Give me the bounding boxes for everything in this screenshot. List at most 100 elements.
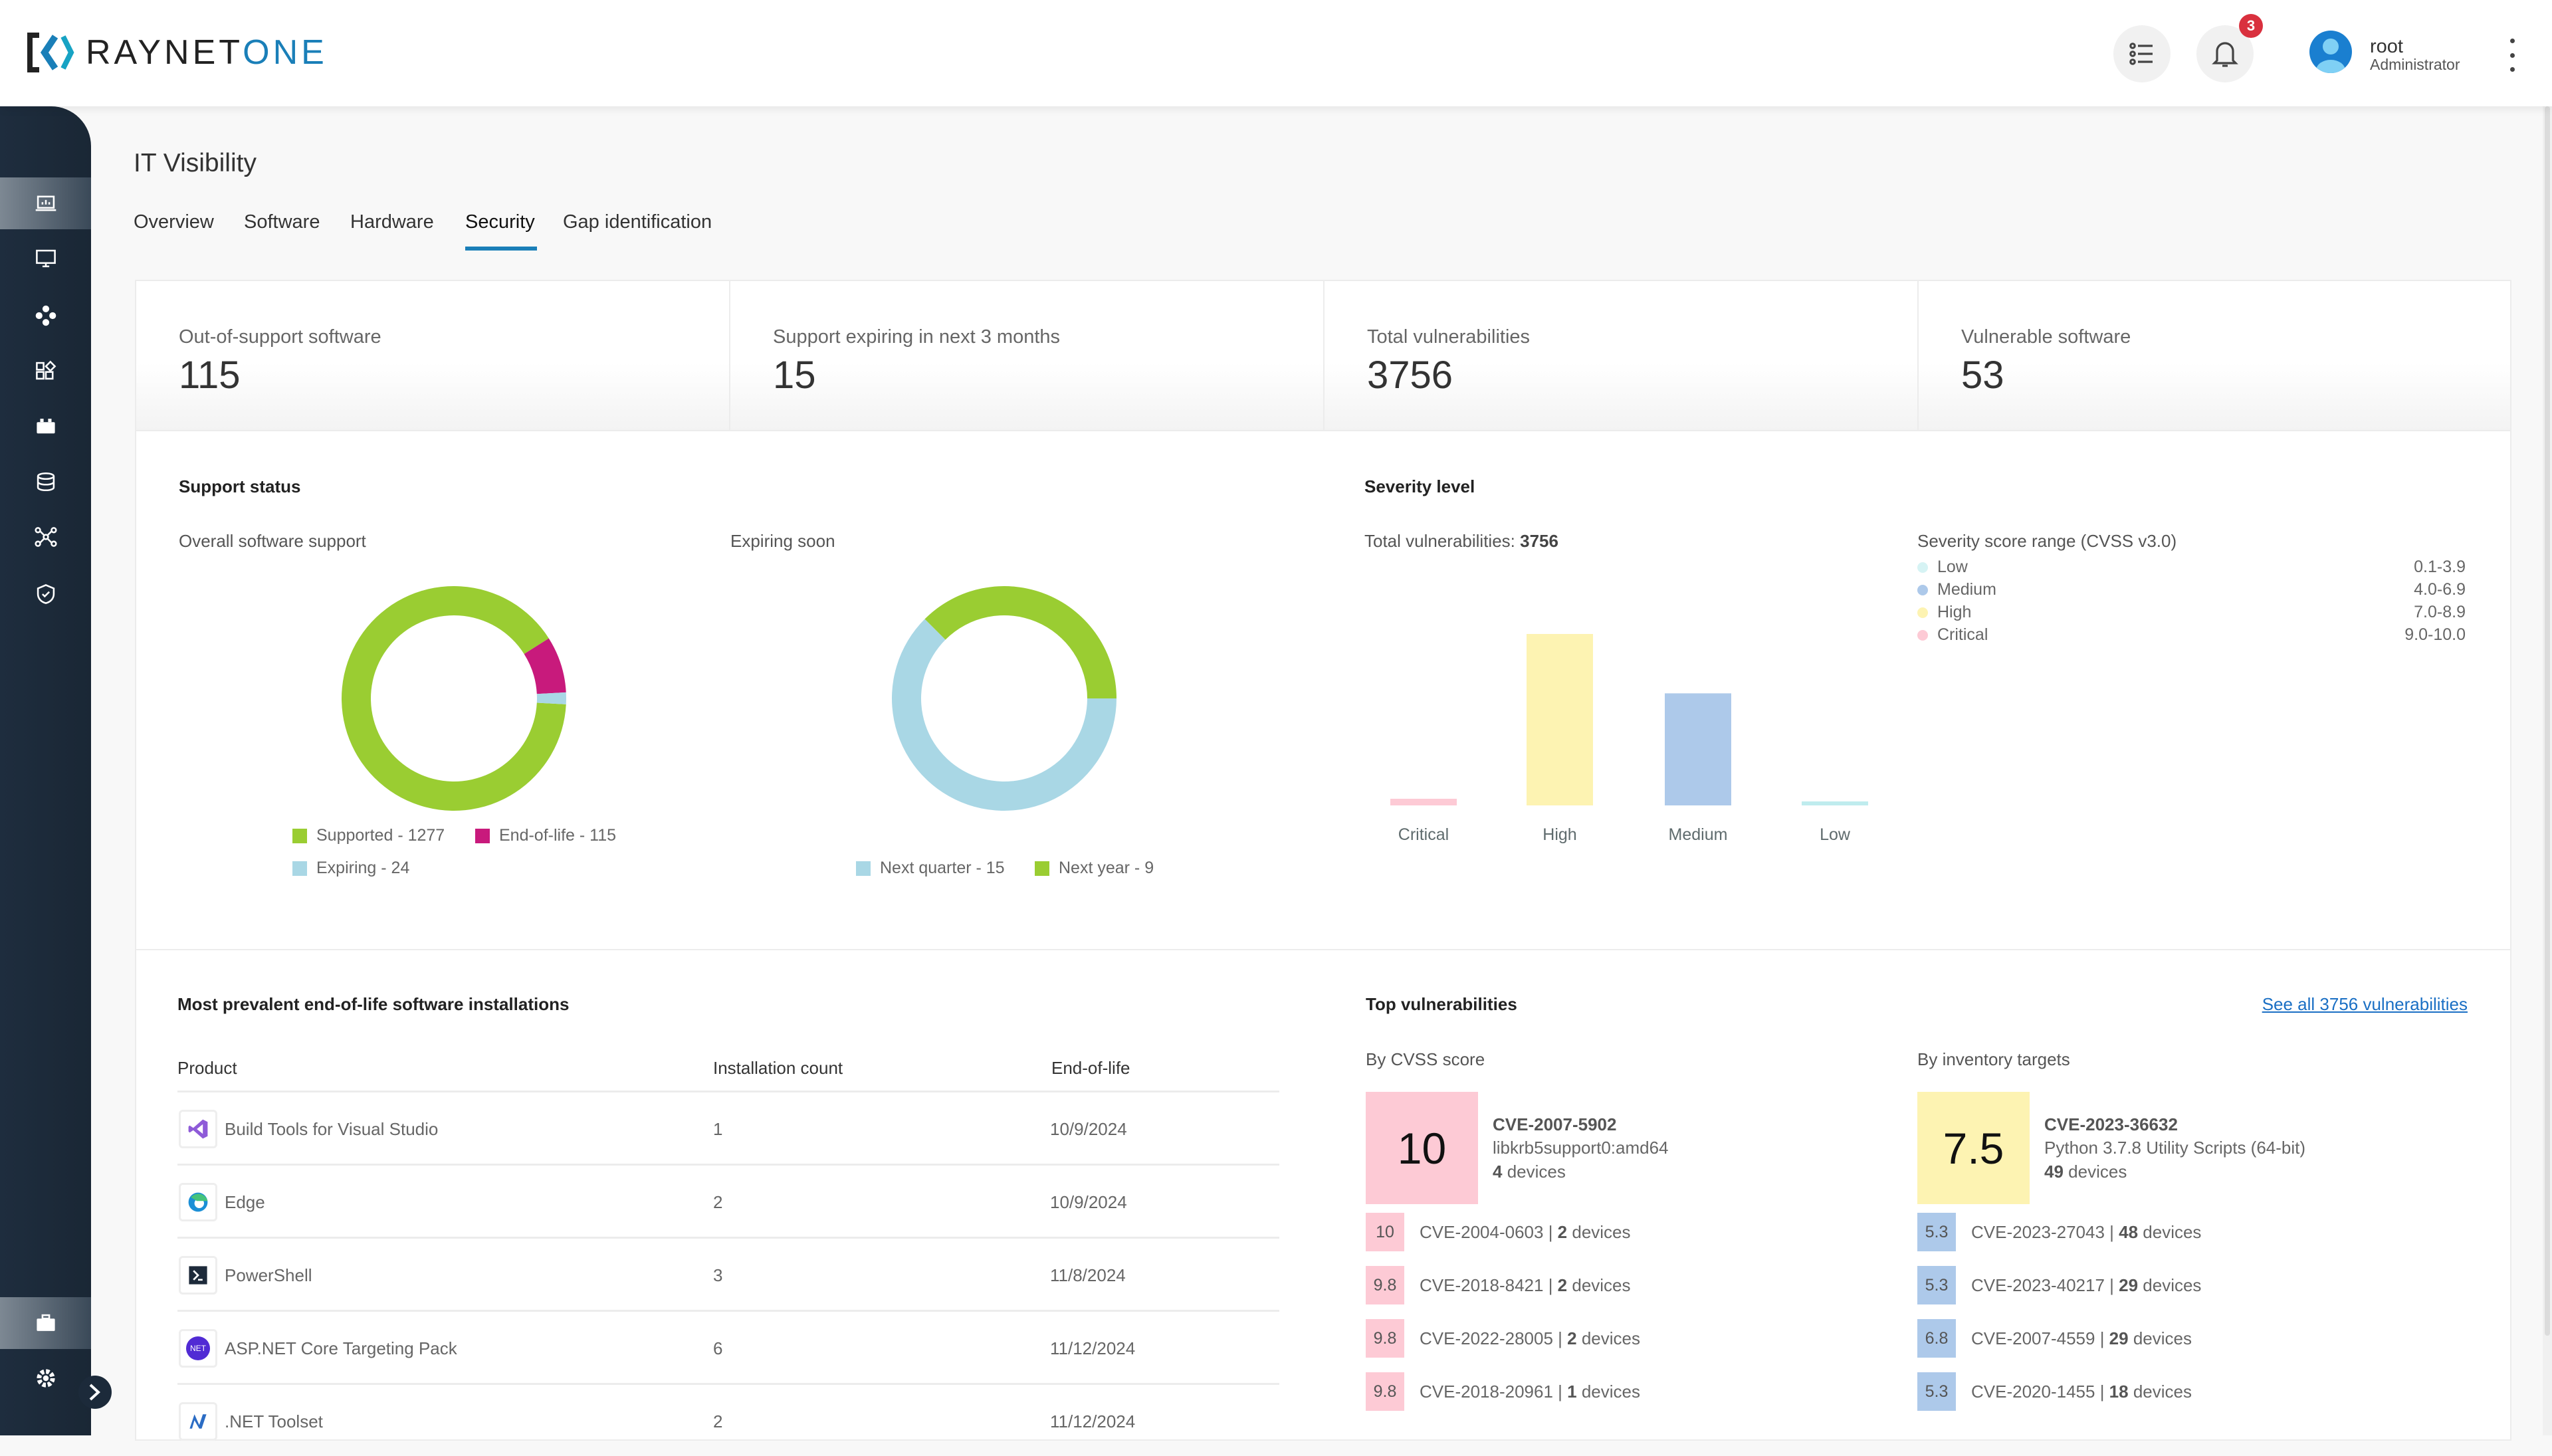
- tab-gap-identification[interactable]: Gap identification: [563, 211, 712, 233]
- more-menu-button[interactable]: [2504, 39, 2520, 72]
- table-row[interactable]: Build Tools for Visual Studio 1 10/9/2024: [177, 1091, 1279, 1164]
- donut-slice-expiring[interactable]: [536, 692, 566, 704]
- active-tab-indicator: [465, 247, 537, 251]
- cve-id[interactable]: CVE-2007-5902: [1493, 1114, 1617, 1134]
- kpi-out-of-support[interactable]: Out-of-support software 115: [136, 281, 730, 430]
- kpi-total-vulnerabilities[interactable]: Total vulnerabilities 3756: [1325, 281, 1919, 430]
- donut-slice-supported[interactable]: [342, 586, 566, 811]
- severity-range: 9.0-10.0: [2404, 625, 2466, 644]
- tab-software[interactable]: Software: [244, 211, 320, 233]
- user-role: Administrator: [2370, 56, 2460, 73]
- end-of-life-date: 10/9/2024: [1050, 1192, 1127, 1212]
- sidebar-item-integrations[interactable]: [0, 511, 91, 563]
- vulnerability-item[interactable]: CVE-2007-4559 | 29 devices: [1971, 1328, 2192, 1349]
- vulnerability-item[interactable]: CVE-2018-20961 | 1 devices: [1420, 1382, 1640, 1402]
- bar-critical[interactable]: [1390, 798, 1457, 805]
- donut-slice-next-quarter[interactable]: [892, 619, 1116, 811]
- end-of-life-date: 11/8/2024: [1050, 1265, 1126, 1285]
- score-box: 6.8: [1917, 1319, 1956, 1358]
- severity-range: 7.0-8.9: [2414, 603, 2466, 621]
- installation-count: 1: [713, 1119, 723, 1139]
- table-row[interactable]: .NET Toolset 2 11/12/2024: [177, 1383, 1279, 1456]
- product-name[interactable]: PowerShell: [225, 1265, 312, 1285]
- cve-id: CVE-2022-28005: [1420, 1328, 1553, 1348]
- scrollbar-thumb[interactable]: [2545, 106, 2550, 1336]
- sidebar-item-database[interactable]: [0, 456, 91, 508]
- notification-count-badge: 3: [2239, 14, 2263, 38]
- table-row[interactable]: PowerShell 3 11/8/2024: [177, 1237, 1279, 1310]
- cvss-score: 6.8: [1925, 1328, 1949, 1348]
- severity-name: Critical: [1937, 625, 1988, 644]
- severity-name: Low: [1937, 558, 1968, 576]
- cvss-score: 9.8: [1373, 1275, 1397, 1295]
- severity-range-critical: Critical 9.0-10.0: [1917, 625, 2466, 645]
- affected-product: libkrb5support0:amd64: [1493, 1138, 1669, 1158]
- column-header-installation-count[interactable]: Installation count: [713, 1058, 843, 1078]
- score-box: 5.3: [1917, 1213, 1956, 1251]
- see-all-vulnerabilities-link[interactable]: See all 3756 vulnerabilities: [2262, 994, 2468, 1014]
- bar-low[interactable]: [1802, 801, 1868, 805]
- table-row[interactable]: Edge 2 10/9/2024: [177, 1164, 1279, 1237]
- legend-swatch: [475, 828, 490, 843]
- severity-dot: [1917, 562, 1928, 573]
- vulnerability-item[interactable]: CVE-2004-0603 | 2 devices: [1420, 1222, 1631, 1243]
- sidebar-item-network[interactable]: [0, 290, 91, 342]
- total-label: Total vulnerabilities:: [1364, 531, 1515, 551]
- sidebar-item-settings[interactable]: [0, 1352, 91, 1404]
- vulnerability-item[interactable]: CVE-2023-40217 | 29 devices: [1971, 1275, 2201, 1296]
- product-name[interactable]: .NET Toolset: [225, 1411, 323, 1431]
- expand-sidebar-button[interactable]: [78, 1376, 112, 1409]
- bar-high[interactable]: [1527, 634, 1593, 805]
- product-name[interactable]: ASP.NET Core Targeting Pack: [225, 1338, 457, 1358]
- cve-id[interactable]: CVE-2023-36632: [2044, 1114, 2178, 1134]
- legend-next-quarter: Next quarter - 15: [856, 859, 1005, 878]
- vulnerability-item[interactable]: CVE-2020-1455 | 18 devices: [1971, 1382, 2192, 1402]
- avatar[interactable]: [2309, 31, 2352, 73]
- top-score-box[interactable]: 10: [1366, 1092, 1478, 1204]
- vulnerability-item[interactable]: CVE-2023-27043 | 48 devices: [1971, 1222, 2201, 1243]
- severity-range-title: Severity score range (CVSS v3.0): [1917, 531, 2177, 551]
- kpi-support-expiring[interactable]: Support expiring in next 3 months 15: [730, 281, 1325, 430]
- bar-label: Critical: [1398, 825, 1449, 844]
- expiring-soon-donut: [892, 586, 1116, 811]
- cve-id: CVE-2020-1455: [1971, 1382, 2095, 1402]
- device-word: devices: [1567, 1275, 1631, 1295]
- bar-medium[interactable]: [1665, 693, 1731, 805]
- sidebar-item-apps[interactable]: [0, 345, 91, 397]
- cvss-score: 7.5: [1943, 1123, 2004, 1173]
- severity-range-low: Low 0.1-3.9: [1917, 558, 2466, 577]
- raynetone-logo[interactable]: RAYNETONE: [26, 33, 328, 72]
- separator: |: [1543, 1222, 1558, 1242]
- column-header-end-of-life[interactable]: End-of-life: [1051, 1058, 1130, 1078]
- sidebar-item-dashboard[interactable]: [0, 177, 91, 229]
- end-of-life-date: 11/12/2024: [1050, 1338, 1136, 1358]
- sidebar-item-devices[interactable]: [0, 233, 91, 284]
- sidebar-item-security[interactable]: [0, 568, 91, 620]
- top-score-box[interactable]: 7.5: [1917, 1092, 2030, 1204]
- donut-slice-end-of-life[interactable]: [524, 638, 566, 694]
- table-row[interactable]: NET ASP.NET Core Targeting Pack 6 11/12/202…: [177, 1310, 1279, 1383]
- tab-hardware[interactable]: Hardware: [350, 211, 434, 233]
- sidebar-item-briefcase[interactable]: [0, 1297, 91, 1349]
- donut-slice-next-year[interactable]: [924, 586, 1116, 698]
- product-name[interactable]: Build Tools for Visual Studio: [225, 1119, 439, 1139]
- legend-swatch: [1035, 861, 1049, 876]
- cvss-score: 5.3: [1925, 1222, 1949, 1241]
- column-header-product[interactable]: Product: [177, 1058, 237, 1078]
- device-word: devices: [2138, 1275, 2202, 1295]
- kpi-value: 15: [773, 354, 816, 397]
- kpi-vulnerable-software[interactable]: Vulnerable software 53: [1919, 281, 2510, 430]
- product-name[interactable]: Edge: [225, 1192, 265, 1212]
- toolbox-icon: [36, 419, 55, 434]
- page-scrollbar[interactable]: [2543, 106, 2552, 1435]
- task-list-button[interactable]: [2113, 25, 2171, 82]
- overall-support-donut: [342, 586, 566, 811]
- tab-overview[interactable]: Overview: [134, 211, 214, 233]
- installation-count: 3: [713, 1265, 723, 1285]
- tab-security[interactable]: Security: [465, 211, 535, 233]
- kebab-dot: [2509, 39, 2515, 43]
- sidebar-item-packages[interactable]: [0, 401, 91, 453]
- vulnerability-item[interactable]: CVE-2018-8421 | 2 devices: [1420, 1275, 1631, 1296]
- legend-swatch: [292, 828, 307, 843]
- vulnerability-item[interactable]: CVE-2022-28005 | 2 devices: [1420, 1328, 1640, 1349]
